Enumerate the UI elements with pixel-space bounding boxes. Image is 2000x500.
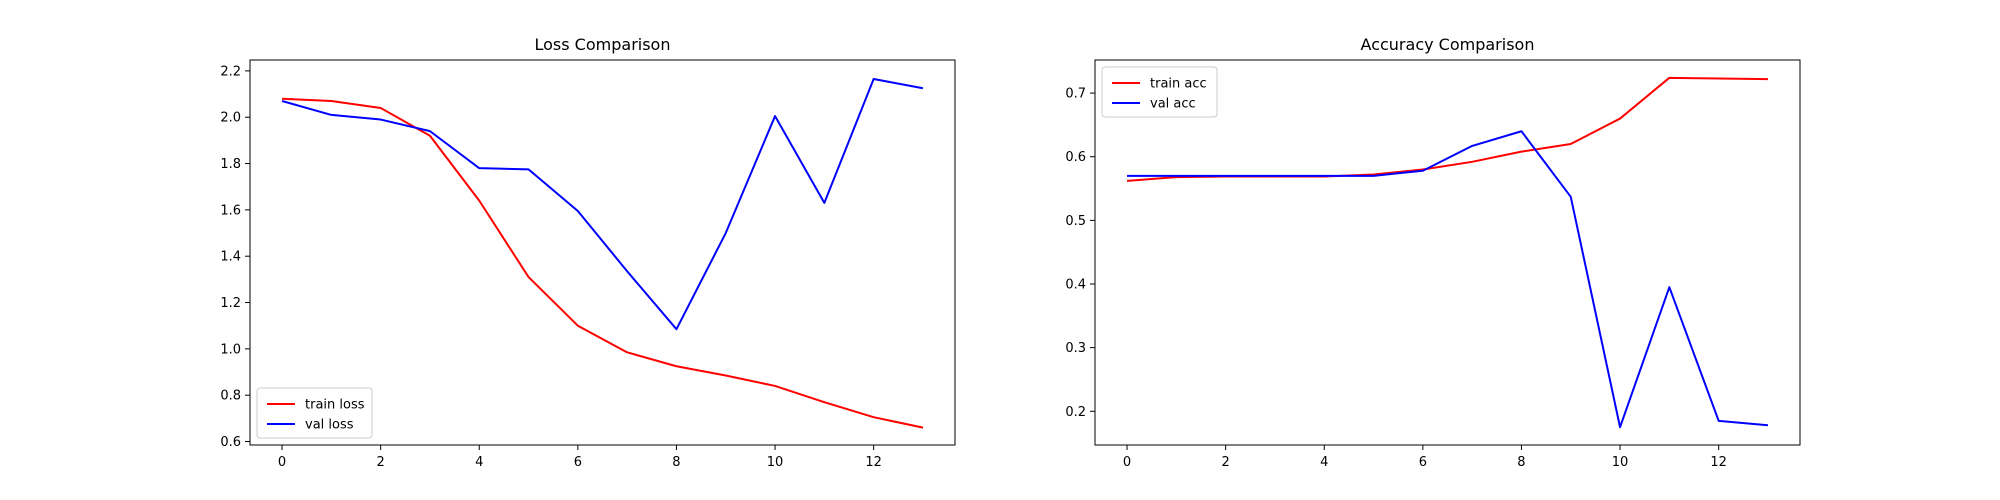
loss-x-tick-label: 6 [574,455,582,470]
accuracy-legend: train acc val acc [1101,66,1218,118]
loss-legend-box [256,387,373,439]
accuracy-x-tick-label: 2 [1222,455,1230,470]
legend-label-train-acc: train acc [1150,77,1207,92]
loss-y-tick-label: 1.2 [220,296,241,311]
accuracy-y-tick-label: 0.4 [1065,278,1086,293]
accuracy-x-tick-label: 0 [1123,455,1131,470]
loss-y-tick-label: 0.6 [220,435,241,450]
loss-x-tick-label: 8 [672,455,680,470]
loss-chart: Loss Comparison 0 2 4 6 8 10 12 0.6 0.8 1.0 1.2 1.4 1… [220,35,956,470]
accuracy-x-tick-label: 4 [1320,455,1328,470]
loss-y-tick-label: 2.0 [220,111,241,126]
loss-y-tick-label: 2.2 [220,64,241,79]
legend-label-val-acc: val acc [1150,97,1196,112]
accuracy-y-tick-label: 0.5 [1065,214,1086,229]
loss-chart-title: Loss Comparison [535,35,671,54]
series-line-val-acc [1127,130,1769,429]
loss-y-tick-label: 1.4 [220,250,241,265]
accuracy-x-tick-label: 8 [1517,455,1525,470]
loss-y-tick-label: 1.8 [220,157,241,172]
loss-y-tick-label: 1.6 [220,203,241,218]
legend-label-train-loss: train loss [305,398,365,413]
loss-x-tick-label: 0 [278,455,286,470]
legend-label-val-loss: val loss [305,418,354,433]
series-line-train-loss [282,97,924,429]
loss-x-tick-label: 2 [377,455,385,470]
accuracy-y-tick-label: 0.3 [1065,341,1086,356]
loss-x-tick-label: 4 [475,455,483,470]
loss-y-tick-label: 0.8 [220,389,241,404]
loss-y-tick-label: 1.0 [220,342,241,357]
loss-x-tick-label: 10 [767,455,784,470]
accuracy-y-tick-label: 0.2 [1065,405,1086,420]
accuracy-legend-box [1101,66,1218,118]
accuracy-chart: Accuracy Comparison 0 2 4 6 8 10 12 0.2 0.3 0.4 0.5… [1065,35,1801,470]
loss-axes-frame [249,59,956,446]
accuracy-y-tick-label: 0.7 [1065,87,1086,102]
accuracy-chart-title: Accuracy Comparison [1361,35,1535,54]
accuracy-y-tick-label: 0.6 [1065,150,1086,165]
accuracy-x-tick-label: 6 [1419,455,1427,470]
accuracy-axes-frame [1094,59,1801,446]
accuracy-x-tick-label: 10 [1612,455,1629,470]
loss-x-tick-label: 12 [865,455,882,470]
accuracy-x-tick-label: 12 [1710,455,1727,470]
loss-legend: train loss val loss [256,387,373,439]
series-line-val-loss [281,78,924,331]
